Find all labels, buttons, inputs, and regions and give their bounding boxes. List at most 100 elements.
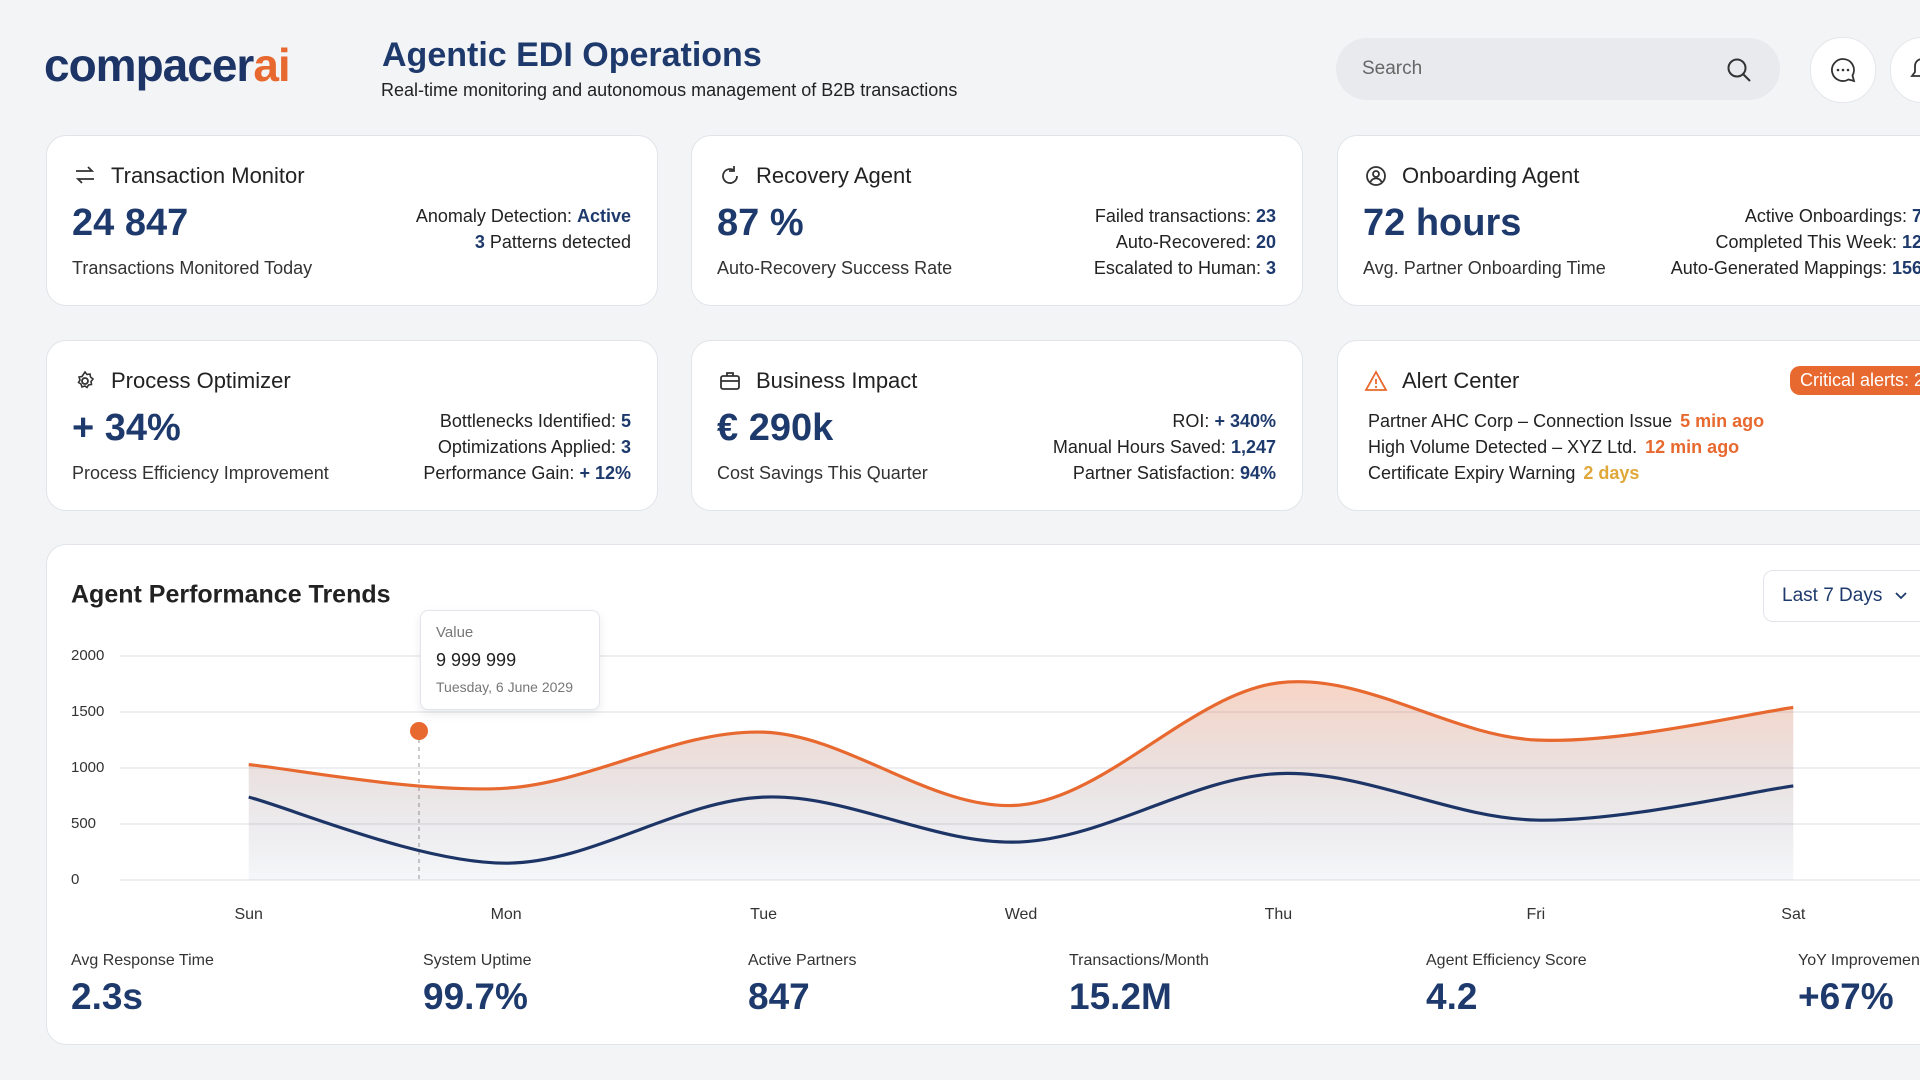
y-tick-label: 2000 (71, 647, 104, 664)
kpi-label: Avg Response Time (71, 952, 214, 969)
stat-line: Auto-Generated Mappings: 156 (1671, 255, 1920, 281)
agent-card: Business Impact € 290k Cost Savings This Q… (691, 340, 1303, 511)
tooltip: Value 9 999 999 Tuesday, 6 June 2029 (420, 610, 600, 710)
kpi-value: 4.2 (1426, 976, 1478, 1017)
kpi-label: YoY Improvement (1798, 952, 1920, 969)
search-placeholder: Search (1362, 58, 1423, 79)
stat-value: 156 (1891, 258, 1920, 278)
alert-badge: Critical alerts: 2 (1789, 366, 1920, 395)
stat-label: Failed transactions: (1094, 206, 1251, 226)
stat-value: 7 (1912, 206, 1920, 226)
stat-label: ROI: (1172, 411, 1210, 431)
card-header: Recovery Agent (718, 163, 911, 189)
card-icon (75, 166, 95, 184)
x-tick-label: Tue (750, 906, 777, 923)
kpi-label: Active Partners (748, 952, 857, 969)
stat-line: Auto-Recovered: 20 (1094, 229, 1276, 255)
logo-accent: ai (253, 39, 290, 91)
stat-value: 1,247 (1230, 437, 1276, 457)
stat-label: Bottlenecks Identified: (439, 411, 616, 431)
stat-value: 3 (1265, 258, 1276, 278)
line (248, 771, 1794, 865)
card-header: Process Optimizer (73, 368, 291, 394)
card-icon (1364, 370, 1388, 391)
range-selector[interactable]: Last 7 Days (1763, 570, 1920, 622)
page-title: Agentic EDI Operations (382, 36, 762, 74)
card-header: Alert Center (1364, 368, 1519, 394)
stat-line: Performance Gain: + 12% (423, 460, 631, 486)
card-stats: Failed transactions: 23 Auto-Recovered: 2… (1094, 203, 1276, 281)
agent-card: Transaction Monitor 24 847 Transactions Mo… (46, 135, 658, 306)
tooltip-date: Tuesday, 6 June 2029 (436, 679, 573, 695)
card-value: 72 hours (1363, 202, 1522, 244)
stat-line: Anomaly Detection: Active (416, 203, 631, 229)
chat-button[interactable] (1810, 37, 1876, 103)
stat-label: Auto-Recovered: (1115, 232, 1251, 252)
stat-line: 3 Patterns detected (416, 229, 631, 255)
card-stats: Anomaly Detection: Active 3 Patterns dete… (416, 203, 631, 255)
chart-title: Agent Performance Trends (71, 581, 391, 609)
kpi-label: System Uptime (423, 952, 532, 969)
stat-label: Partner Satisfaction: (1072, 463, 1235, 483)
y-tick-label: 500 (71, 815, 96, 832)
x-tick-label: Wed (1005, 906, 1038, 923)
agent-card: Process Optimizer + 34% Process Efficiency… (46, 340, 658, 511)
stat-line: Partner Satisfaction: 94% (1053, 460, 1276, 486)
alert-line: Certificate Expiry Warning 2 days (1368, 460, 1764, 486)
kpi-label: Transactions/Month (1069, 952, 1209, 969)
chat-icon (1831, 58, 1856, 83)
card-title: Alert Center (1402, 368, 1520, 393)
stat-value: 20 (1255, 232, 1276, 252)
logo[interactable]: compacerai (44, 38, 291, 92)
card-stats: Active Onboardings: 7 Completed This Week… (1671, 203, 1920, 281)
search-box[interactable]: Search (1336, 38, 1780, 100)
y-tick-label: 1000 (71, 759, 104, 776)
logo-main: compacer (44, 39, 254, 91)
alert-line: Partner AHC Corp – Connection Issue 5 min… (1368, 408, 1764, 434)
card-header: Onboarding Agent (1364, 163, 1579, 189)
alert-text: Certificate Expiry Warning (1368, 463, 1576, 483)
kpi-value: +67% (1798, 976, 1894, 1017)
stat-label: Auto-Generated Mappings: (1670, 258, 1887, 278)
y-tick-label: 0 (71, 871, 79, 888)
alert-time: 2 days (1583, 463, 1640, 483)
agent-card: Recovery Agent 87 % Auto-Recovery Success … (691, 135, 1303, 306)
agent-card: Onboarding Agent 72 hours Avg. Partner Onb… (1337, 135, 1920, 306)
card-value: 24 847 (72, 202, 189, 244)
card-label: Auto-Recovery Success Rate (717, 258, 953, 278)
kpi-label: Agent Efficiency Score (1426, 952, 1587, 969)
kpi-value: 847 (748, 976, 810, 1017)
alert-text: High Volume Detected – XYZ Ltd. (1368, 437, 1638, 457)
stat-label: Escalated to Human: (1093, 258, 1261, 278)
alert-text: Partner AHC Corp – Connection Issue (1368, 411, 1673, 431)
stat-line: Optimizations Applied: 3 (423, 434, 631, 460)
x-tick-label: Sat (1781, 906, 1806, 923)
stat-line: Failed transactions: 23 (1094, 203, 1276, 229)
alert-card: Alert Center Critical alerts: 2 Partner AH… (1337, 340, 1920, 511)
stat-label: Optimizations Applied: (437, 437, 616, 457)
card-title: Transaction Monitor (111, 163, 305, 188)
card-icon (77, 370, 95, 389)
alert-list: Partner AHC Corp – Connection Issue 5 min… (1368, 408, 1764, 486)
tooltip-label: Value (436, 624, 474, 641)
card-value: 87 % (717, 202, 804, 244)
stat-label: Active Onboardings: (1744, 206, 1907, 226)
stat-value: 5 (620, 411, 631, 431)
card-title: Onboarding Agent (1402, 163, 1580, 188)
hover-dot (410, 722, 428, 740)
stat-label: Manual Hours Saved: (1052, 437, 1226, 457)
stat-line: Completed This Week: 12 (1671, 229, 1920, 255)
kpi-value: 2.3s (71, 976, 144, 1017)
card-title: Recovery Agent (756, 163, 912, 188)
card-title: Business Impact (756, 368, 918, 393)
kpi-value: 15.2M (1069, 976, 1172, 1017)
card-icon (1366, 166, 1386, 186)
card-label: Transactions Monitored Today (72, 258, 313, 278)
stat-line: Escalated to Human: 3 (1094, 255, 1276, 281)
stat-value: 3 (620, 437, 631, 457)
card-stats: Bottlenecks Identified: 5 Optimizations A… (423, 408, 631, 486)
stat-value: 23 (1255, 206, 1276, 226)
stat-line: Bottlenecks Identified: 5 (423, 408, 631, 434)
